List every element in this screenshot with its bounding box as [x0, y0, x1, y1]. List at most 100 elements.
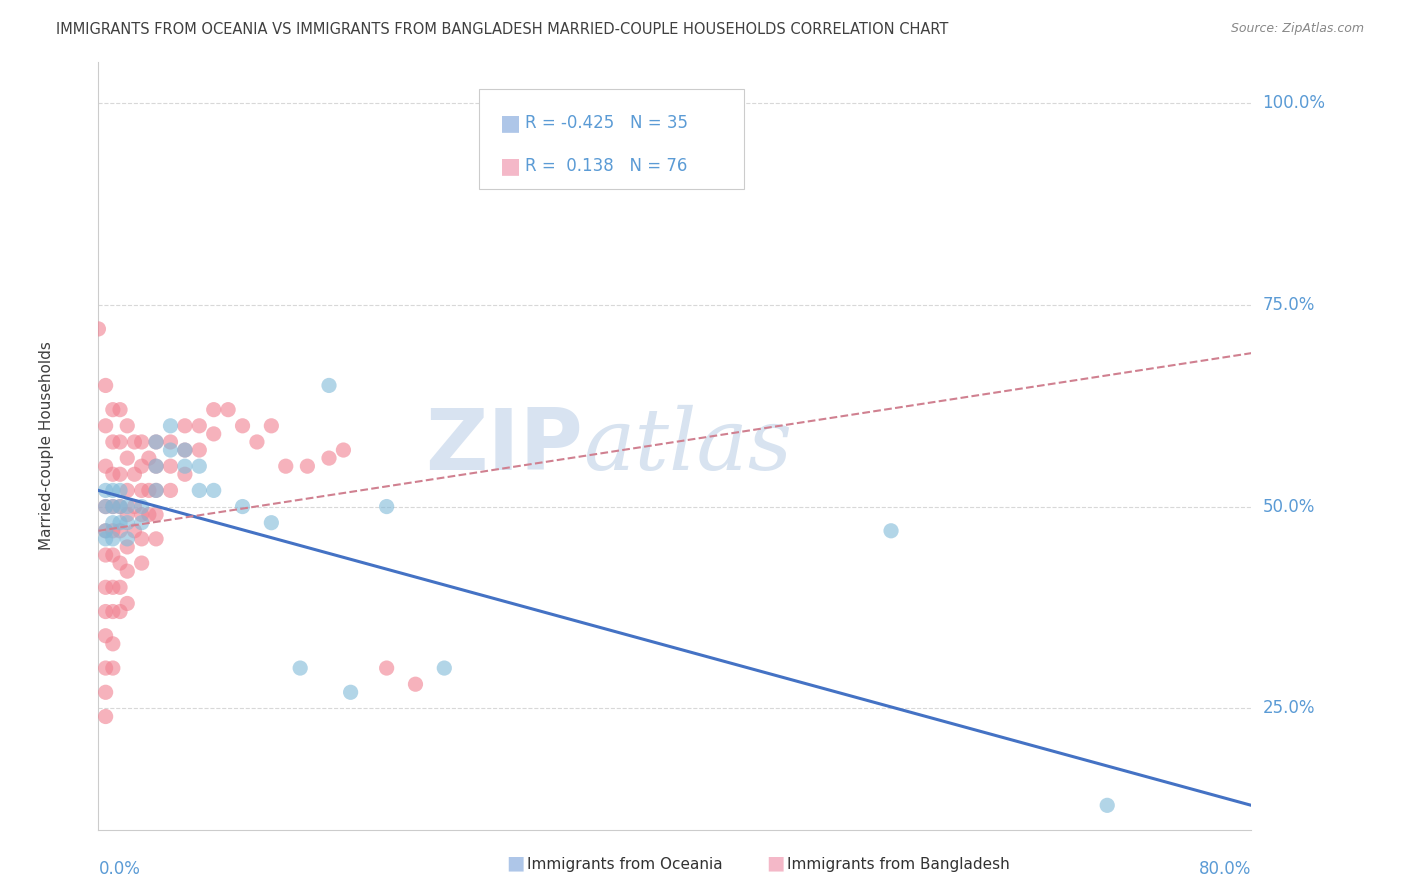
Point [101, 467, 124, 482]
Point [231, 500, 254, 514]
Point [94, 548, 117, 562]
Point [202, 426, 225, 441]
Point [117, 500, 139, 514]
Point [108, 500, 131, 514]
Point [202, 483, 225, 498]
Point [108, 500, 131, 514]
Text: Immigrants from Oceania: Immigrants from Oceania [527, 857, 723, 872]
Point [101, 637, 124, 651]
Point [145, 483, 167, 498]
Point [117, 564, 139, 578]
Point [145, 508, 167, 522]
Point [145, 483, 167, 498]
Point [188, 418, 211, 433]
Text: Married-couple Households: Married-couple Households [39, 342, 53, 550]
Point [1097, 798, 1119, 813]
Point [339, 685, 361, 699]
Point [101, 524, 124, 538]
Text: Source: ZipAtlas.com: Source: ZipAtlas.com [1230, 22, 1364, 36]
Point [108, 483, 131, 498]
Point [117, 483, 139, 498]
Text: R =  0.138   N = 76: R = 0.138 N = 76 [524, 157, 688, 175]
Point [101, 605, 124, 619]
Point [131, 434, 153, 449]
Point [124, 500, 146, 514]
Point [260, 418, 283, 433]
Point [159, 483, 181, 498]
Text: ■: ■ [499, 113, 520, 133]
Point [274, 459, 297, 474]
Point [174, 443, 197, 458]
Point [94, 605, 117, 619]
Point [145, 434, 167, 449]
Point [174, 443, 197, 458]
Point [131, 508, 153, 522]
Point [159, 459, 181, 474]
Point [332, 443, 354, 458]
Text: ■: ■ [499, 156, 520, 176]
Text: 25.0%: 25.0% [1263, 699, 1315, 717]
Text: ZIP: ZIP [425, 404, 582, 488]
Point [131, 532, 153, 546]
Point [117, 597, 139, 611]
Point [94, 378, 117, 392]
Point [108, 516, 131, 530]
FancyBboxPatch shape [479, 89, 744, 189]
Point [138, 508, 160, 522]
Text: 75.0%: 75.0% [1263, 295, 1315, 314]
Text: 50.0%: 50.0% [1263, 498, 1315, 516]
Point [145, 532, 167, 546]
Point [131, 459, 153, 474]
Point [260, 516, 283, 530]
Point [159, 418, 181, 433]
Point [94, 483, 117, 498]
Point [94, 459, 117, 474]
Point [94, 629, 117, 643]
Point [131, 483, 153, 498]
Point [94, 532, 117, 546]
Point [101, 661, 124, 675]
Point [94, 685, 117, 699]
Text: IMMIGRANTS FROM OCEANIA VS IMMIGRANTS FROM BANGLADESH MARRIED-COUPLE HOUSEHOLDS : IMMIGRANTS FROM OCEANIA VS IMMIGRANTS FR… [56, 22, 949, 37]
Point [433, 661, 456, 675]
Point [94, 500, 117, 514]
Point [94, 524, 117, 538]
Text: Immigrants from Bangladesh: Immigrants from Bangladesh [787, 857, 1010, 872]
Text: R = -0.425   N = 35: R = -0.425 N = 35 [524, 114, 688, 132]
Point [138, 483, 160, 498]
Point [101, 532, 124, 546]
Text: ■: ■ [766, 854, 785, 872]
Point [94, 661, 117, 675]
Point [94, 418, 117, 433]
Point [217, 402, 239, 417]
Point [131, 556, 153, 570]
Point [174, 459, 197, 474]
Text: 100.0%: 100.0% [1263, 94, 1326, 112]
Point [188, 483, 211, 498]
Point [94, 580, 117, 594]
Point [159, 434, 181, 449]
Point [318, 378, 340, 392]
Point [117, 516, 139, 530]
Point [94, 500, 117, 514]
Point [297, 459, 319, 474]
Point [101, 580, 124, 594]
Point [94, 524, 117, 538]
Point [108, 524, 131, 538]
Point [101, 434, 124, 449]
Point [174, 418, 197, 433]
Text: atlas: atlas [582, 405, 792, 487]
Point [124, 434, 146, 449]
Point [375, 500, 398, 514]
Point [174, 467, 197, 482]
Point [405, 677, 427, 691]
Point [108, 467, 131, 482]
Point [290, 661, 312, 675]
Point [880, 524, 903, 538]
Point [117, 532, 139, 546]
Point [101, 500, 124, 514]
Point [108, 580, 131, 594]
Point [318, 451, 340, 466]
Point [101, 500, 124, 514]
Point [108, 556, 131, 570]
